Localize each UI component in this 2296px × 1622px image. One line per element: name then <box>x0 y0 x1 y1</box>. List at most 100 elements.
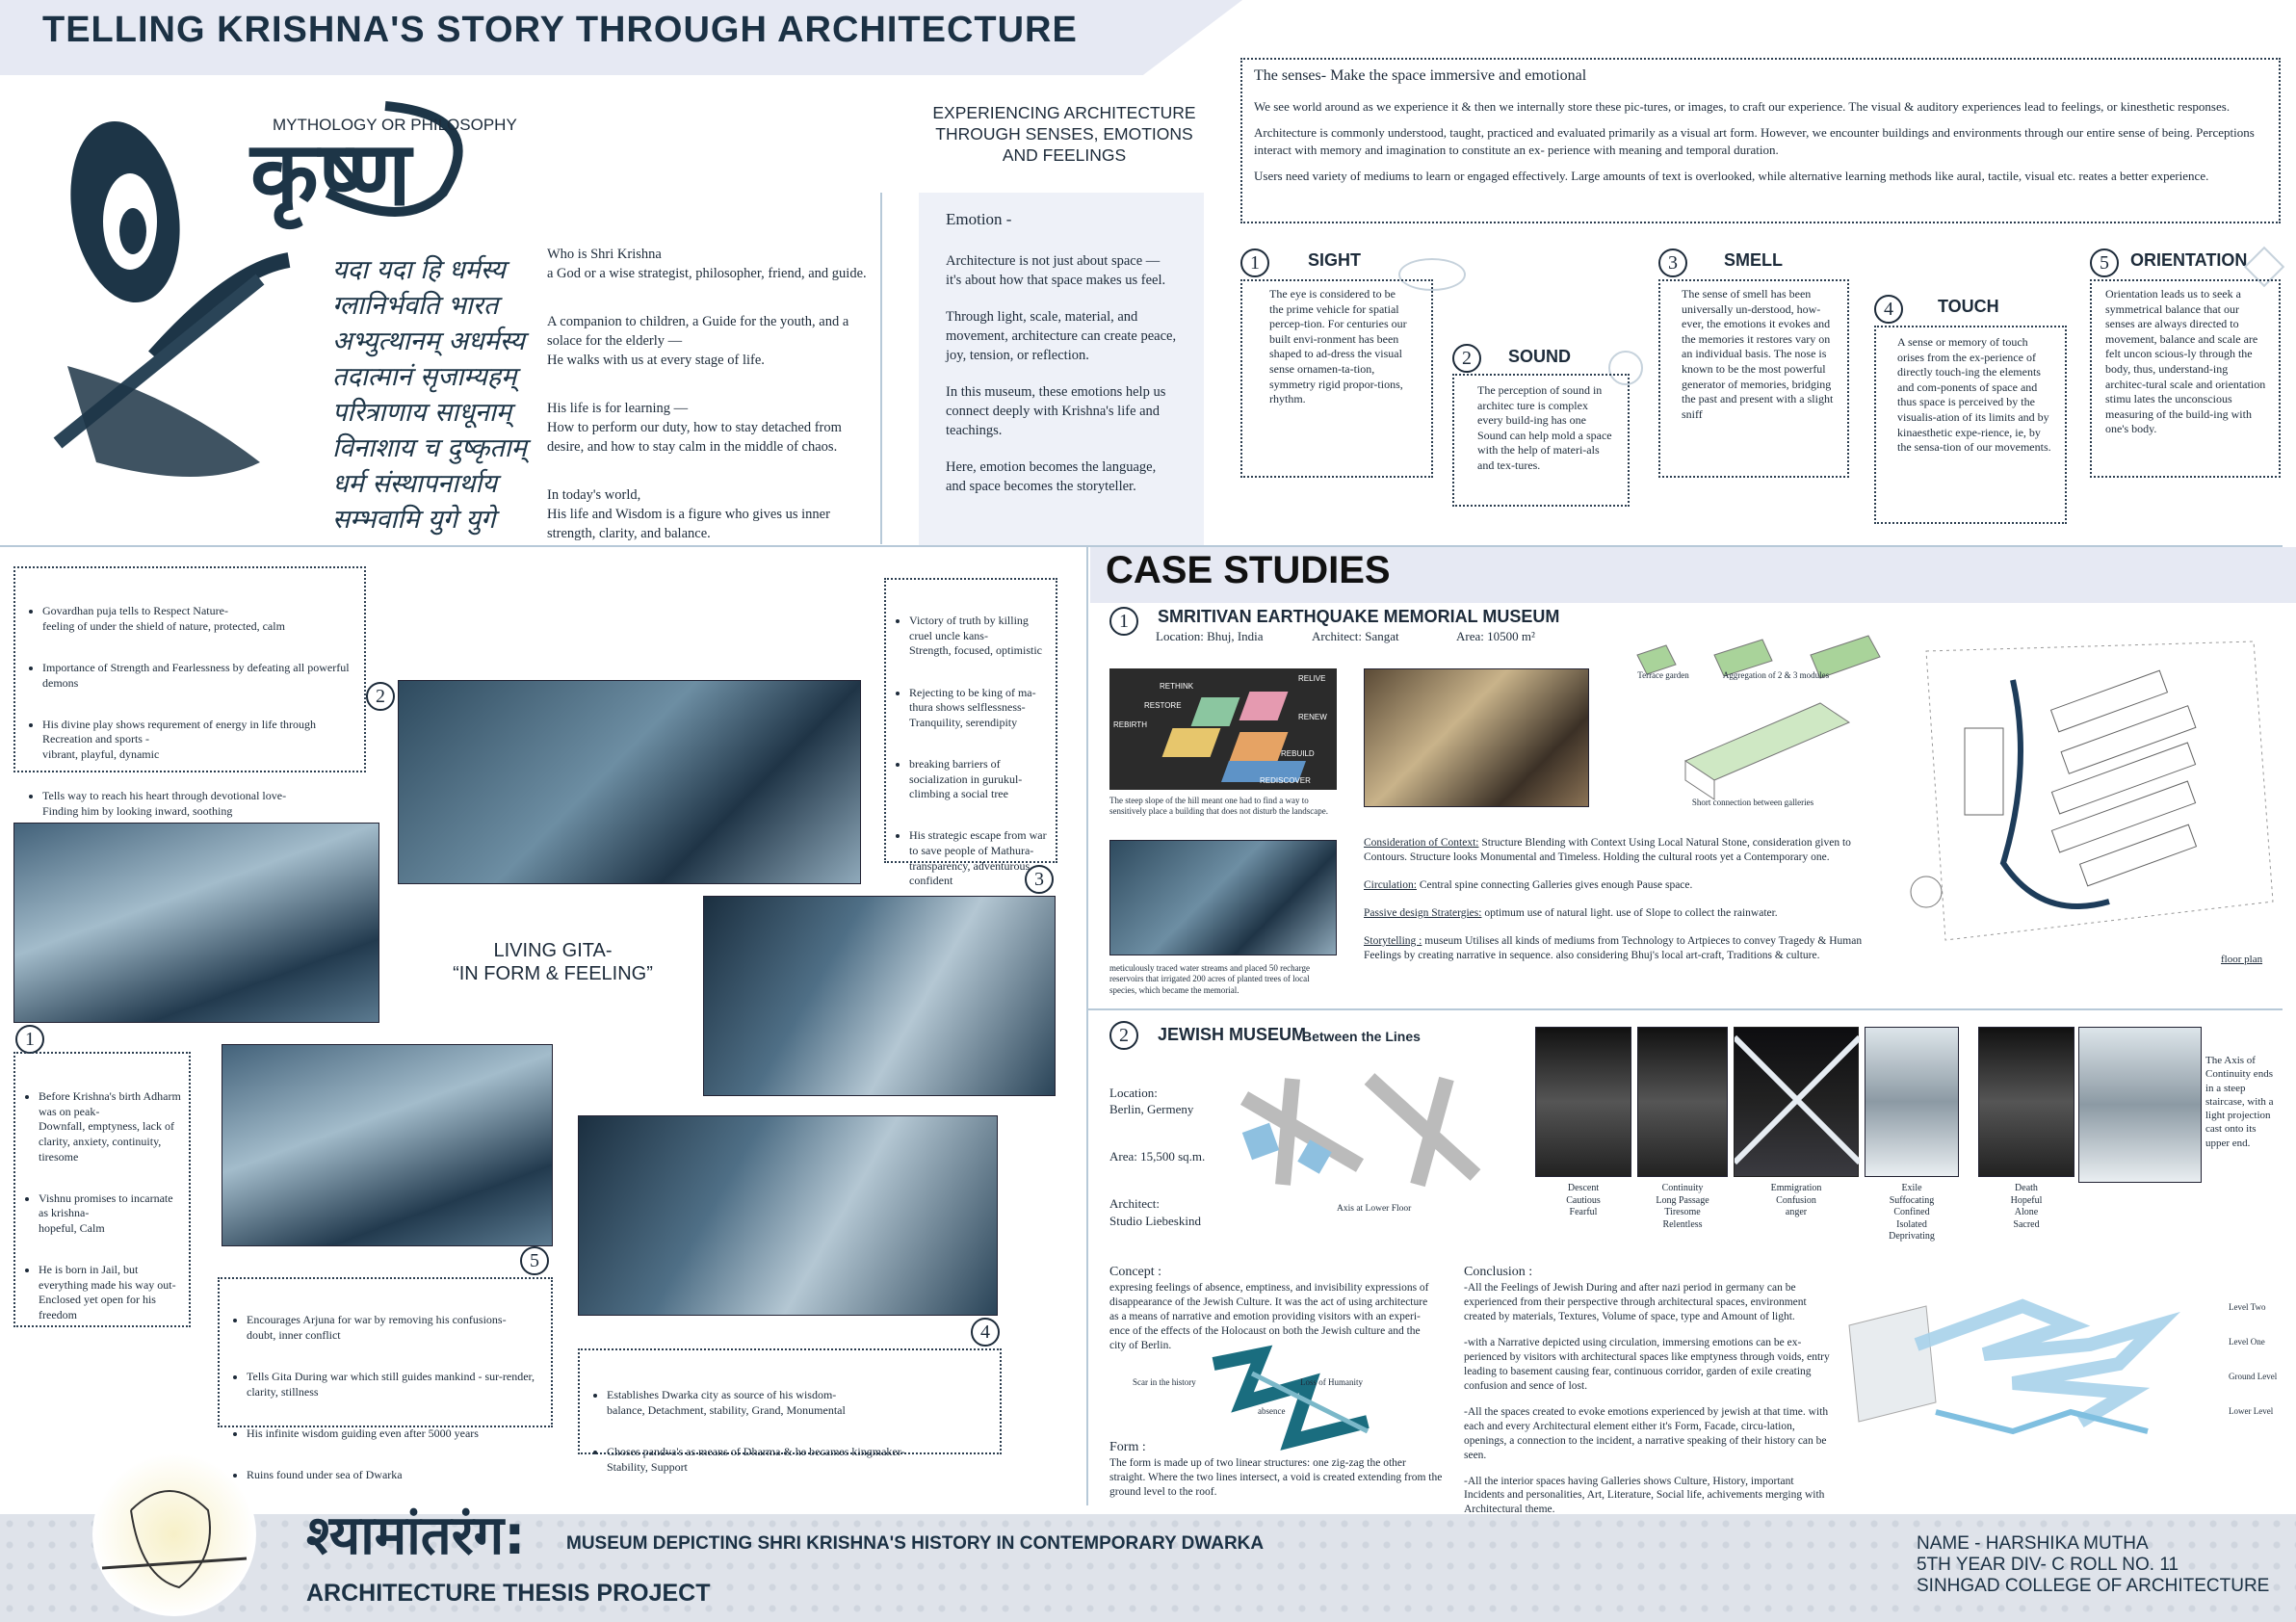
shloka-line: धर्म संस्थापनार्थाय <box>332 469 498 499</box>
sense-text: The eye is considered to be the prime ve… <box>1269 287 1407 406</box>
sense-box: A sense or memory of touch orises from t… <box>1874 326 2067 524</box>
shloka-line: ग्लानिर्भवति भारत <box>332 291 499 321</box>
footer-subtitle: MUSEUM DEPICTING SHRI KRISHNA'S HISTORY … <box>566 1533 1265 1554</box>
story-point: Encourages Arjuna for war by removing hi… <box>247 1313 543 1343</box>
continuity-photo <box>1637 1027 1728 1177</box>
zone-label: RENEW <box>1298 713 1327 721</box>
cs1-points: Consideration of Context: Structure Blen… <box>1364 836 1870 963</box>
zone-label: REBIRTH <box>1113 720 1147 729</box>
concept-text: expresing feelings of absence, emptiness… <box>1109 1282 1429 1351</box>
story-point: His infinite wisdom guiding even after 5… <box>247 1426 543 1442</box>
sense-number: 4 <box>1874 295 1903 324</box>
point-label: Passive design Stratergies: <box>1364 906 1482 919</box>
story-point: Before Krishna's birth Adharm was on pea… <box>39 1089 185 1164</box>
intro-text: Who is Shri Krishna a God or a wise stra… <box>547 225 874 572</box>
shloka-line: अभ्युत्थानम् अधर्मस्य <box>332 327 525 356</box>
krishna-devanagari: कृष्ण <box>250 122 411 225</box>
krishna-birth-painting <box>13 823 379 1023</box>
intro-paragraph: Who is Shri Krishna a God or a wise stra… <box>547 247 867 281</box>
cs1-point: Passive design Stratergies: optimum use … <box>1364 906 1870 921</box>
concept-title: Concept : <box>1109 1265 1162 1279</box>
sense-box: The sense of smell has been universally … <box>1658 279 1849 478</box>
living-gita-subtitle: “IN FORM & FEELING” <box>453 963 653 984</box>
case-title: JEWISH MUSEUM <box>1158 1025 1307 1044</box>
zigzag-diagram <box>1204 1345 1377 1451</box>
caption: The steep slope of the hill meant one ha… <box>1109 796 1328 817</box>
zigzag-label: absence <box>1258 1406 1286 1416</box>
intro-paragraph: His life is for learning — How to perfor… <box>547 401 842 455</box>
story-point: Tells Gita During war which still guides… <box>247 1370 543 1400</box>
sense-name: SMELL <box>1724 250 1783 270</box>
story-point: Govardhan puja tells to Respect Nature- … <box>42 604 356 634</box>
zoning-diagram: RETHINK RELIVE RESTORE RENEW REBIRTH REB… <box>1109 668 1337 790</box>
level-label: Lower Level <box>2229 1406 2274 1416</box>
point-text: Structure Blending with Context Using Lo… <box>1364 837 1851 863</box>
conclusion-text: -with a Narrative depicted using circula… <box>1464 1337 1830 1392</box>
zone-label: REBUILD <box>1281 749 1315 758</box>
photo-caption: Death Hopeful Alone Sacred <box>2010 1183 2043 1230</box>
emmigration-photo <box>1732 1027 1863 1177</box>
photo-caption: Continuity Long Passage Tiresome Relentl… <box>1656 1183 1709 1230</box>
floor-plan-label: floor plan <box>2221 954 2263 965</box>
student-year: 5TH YEAR DIV- C ROLL NO. 11 <box>1917 1554 2179 1575</box>
cs1-point: Circulation: Central spine connecting Ga… <box>1364 878 1870 893</box>
divider <box>1086 535 1088 1505</box>
sense-text: A sense or memory of touch orises from t… <box>1897 335 2051 455</box>
conclusion-text: -All the Feelings of Jewish During and a… <box>1464 1282 1807 1323</box>
sense-name: SIGHT <box>1308 250 1362 270</box>
story-box-e: Establishes Dwarka city as source of his… <box>578 1348 1002 1474</box>
conclusion-block: Conclusion : -All the Feelings of Jewish… <box>1464 1264 1830 1517</box>
sense-name: TOUCH <box>1938 297 1999 316</box>
page-title: TELLING KRISHNA'S STORY THROUGH ARCHITEC… <box>42 10 1078 50</box>
sense-number: 5 <box>2090 249 2119 277</box>
form-title: Form : <box>1109 1440 1146 1454</box>
intro-paragraph: In today's world, His life and Wisdom is… <box>547 487 830 541</box>
floor-plan-drawing <box>1888 613 2283 969</box>
senses-paragraph: Users need variety of mediums to learn o… <box>1254 169 2209 184</box>
caption: meticulously traced water streams and pl… <box>1109 963 1310 995</box>
krishna-illustration <box>39 77 491 520</box>
emotion-paragraph: In this museum, these emotions help us c… <box>946 384 1166 439</box>
shloka-verses: यदा यदा हि धर्मस्य ग्लानिर्भवति भारत अभ्… <box>332 252 544 537</box>
level-label: Level One <box>2229 1337 2265 1347</box>
case-title: SMRITIVAN EARTHQUAKE MEMORIAL MUSEUM <box>1158 607 1560 626</box>
living-gita-title: LIVING GITA- <box>493 940 613 961</box>
emotion-panel: Emotion - Architecture is not just about… <box>919 193 1204 545</box>
story-number: 3 <box>1025 865 1054 894</box>
zone-label: RELIVE <box>1298 674 1326 683</box>
diagram-label: Aggregation of 2 & 3 modules <box>1722 670 1830 680</box>
emotion-paragraph: Architecture is not just about space — i… <box>946 253 1166 289</box>
module-diagrams <box>1628 626 1907 809</box>
emotion-paragraph: Through light, scale, material, and move… <box>946 309 1177 364</box>
story-box-c: Before Krishna's birth Adharm was on pea… <box>13 1052 191 1327</box>
case-number: 2 <box>1109 1021 1138 1050</box>
case-location: Location: Bhuj, India <box>1156 629 1264 643</box>
concept-block: Concept : expresing feelings of absence,… <box>1109 1264 1437 1353</box>
conclusion-text: -All the interior spaces having Gallerie… <box>1464 1475 1825 1516</box>
story-point: Ruins found under sea of Dwarka <box>247 1468 543 1483</box>
axis-caption: Axis at Lower Floor <box>1337 1204 1412 1214</box>
story-box-b: Victory of truth by killing cruel uncle … <box>884 578 1057 887</box>
peacock-feather-flute-icon <box>53 101 463 477</box>
zigzag-label: Loss of Humanity <box>1300 1377 1363 1387</box>
diagram-label: Short connection between galleries <box>1691 798 1814 807</box>
intro-subtitle: MYTHOLOGY OR PHILOSOPHY <box>273 116 517 134</box>
form-block: Form : The form is made up of two linear… <box>1109 1439 1443 1500</box>
level-label: Level Two <box>2229 1302 2266 1312</box>
memorial-landscape-photo <box>1109 840 1337 955</box>
story-point: His strategic escape from war to save pe… <box>909 828 1052 888</box>
level-diagram <box>1839 1287 2225 1479</box>
senses-paragraph: We see world around as we experience it … <box>1254 98 2231 114</box>
student-name: NAME - HARSHIKA MUTHA <box>1917 1533 2149 1554</box>
conclusion-title: Conclusion : <box>1464 1265 1533 1279</box>
story-point: breaking barriers of socialization in gu… <box>909 757 1052 802</box>
diagram-label: Terrace garden <box>1637 670 1689 680</box>
axis-description: The Axis of Continuity ends in a steep s… <box>2205 1055 2274 1149</box>
krishna-sketch-logo <box>92 1452 256 1616</box>
senses-title: The senses- Make the space immersive and… <box>1254 67 1587 84</box>
zone-label: REDISCOVER <box>1260 776 1311 785</box>
gita-painting <box>222 1044 553 1246</box>
case-studies-heading: CASE STUDIES <box>1106 549 1391 591</box>
level-label: Ground Level <box>2229 1372 2278 1381</box>
story-number: 1 <box>15 1025 44 1054</box>
